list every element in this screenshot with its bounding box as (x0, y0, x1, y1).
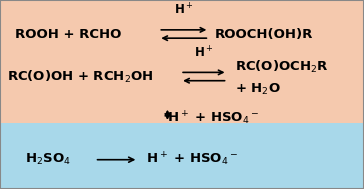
Text: RC(O)OCH$_2$R: RC(O)OCH$_2$R (235, 59, 329, 75)
Text: H$^+$: H$^+$ (194, 45, 214, 60)
Text: ROOH + RCHO: ROOH + RCHO (15, 28, 121, 40)
Text: H$^+$: H$^+$ (174, 3, 194, 18)
Bar (0, 123, 364, 189)
Text: + H$_2$O: + H$_2$O (235, 82, 281, 97)
Text: H$^+$ + HSO$_4$$^-$: H$^+$ + HSO$_4$$^-$ (146, 151, 238, 168)
Text: H$_2$SO$_4$: H$_2$SO$_4$ (25, 152, 71, 167)
Bar (0, 0, 364, 123)
Text: ROOCH(OH)R: ROOCH(OH)R (215, 28, 313, 40)
Text: RC(O)OH + RCH$_2$OH: RC(O)OH + RCH$_2$OH (7, 68, 154, 85)
Text: H$^+$ + HSO$_4$$^-$: H$^+$ + HSO$_4$$^-$ (167, 109, 260, 127)
